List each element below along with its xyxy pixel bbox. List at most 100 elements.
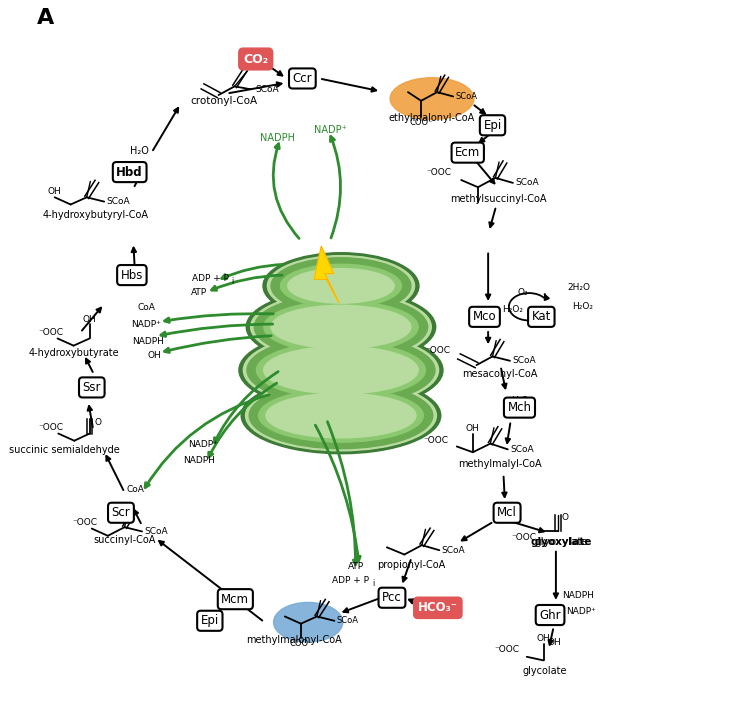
- Ellipse shape: [241, 377, 441, 454]
- Text: NADPH: NADPH: [562, 591, 593, 600]
- Text: Mch: Mch: [507, 401, 532, 414]
- Text: Scr: Scr: [112, 506, 130, 519]
- Text: SCoA: SCoA: [442, 546, 465, 555]
- Text: COO⁻: COO⁻: [409, 118, 433, 127]
- Text: OH: OH: [83, 315, 97, 323]
- Ellipse shape: [244, 333, 439, 407]
- Ellipse shape: [247, 289, 436, 364]
- Text: SCoA: SCoA: [106, 197, 130, 206]
- Text: Ssr: Ssr: [82, 381, 101, 394]
- Text: ADP + P: ADP + P: [192, 274, 229, 283]
- Text: ⁻OOC: ⁻OOC: [38, 423, 63, 432]
- Text: SCoA: SCoA: [455, 92, 477, 101]
- Ellipse shape: [274, 602, 343, 642]
- Text: O₂: O₂: [518, 288, 529, 297]
- Text: NADPH: NADPH: [132, 337, 164, 346]
- Polygon shape: [314, 247, 339, 302]
- Ellipse shape: [249, 382, 433, 449]
- Text: ⁻OOC: ⁻OOC: [495, 645, 520, 654]
- Text: H₂O: H₂O: [510, 396, 528, 405]
- Text: NADP⁺: NADP⁺: [314, 124, 347, 134]
- Ellipse shape: [247, 335, 435, 405]
- Text: Kat: Kat: [532, 310, 551, 323]
- Text: 4-hydroxybutyryl-CoA: 4-hydroxybutyryl-CoA: [42, 210, 149, 221]
- Text: glyoxylate: glyoxylate: [535, 537, 589, 547]
- Text: methylmalonyl-CoA: methylmalonyl-CoA: [246, 636, 342, 645]
- Ellipse shape: [280, 265, 401, 307]
- Text: i: i: [231, 277, 234, 286]
- Ellipse shape: [259, 389, 423, 442]
- Ellipse shape: [263, 253, 419, 319]
- Ellipse shape: [256, 342, 425, 398]
- Text: 4-hydroxybutyrate: 4-hydroxybutyrate: [28, 348, 119, 358]
- Text: COO⁻: COO⁻: [289, 639, 313, 649]
- Ellipse shape: [246, 380, 437, 451]
- Text: Hbs: Hbs: [121, 268, 143, 281]
- Text: glycolate: glycolate: [523, 666, 567, 676]
- Text: mesaconyl-CoA: mesaconyl-CoA: [462, 369, 538, 380]
- Text: Epi: Epi: [201, 615, 219, 628]
- Text: SCoA: SCoA: [510, 445, 534, 454]
- Text: propionyl-CoA: propionyl-CoA: [378, 560, 446, 570]
- Ellipse shape: [268, 256, 415, 316]
- Text: OH: OH: [547, 638, 561, 647]
- Text: Mcl: Mcl: [497, 506, 517, 519]
- Text: HCO₃⁻: HCO₃⁻: [418, 602, 458, 615]
- Text: methylsuccinyl-CoA: methylsuccinyl-CoA: [450, 194, 547, 204]
- Text: A: A: [37, 9, 54, 28]
- Text: methylmalyl-CoA: methylmalyl-CoA: [458, 459, 541, 469]
- Text: succinyl-CoA: succinyl-CoA: [93, 535, 156, 545]
- Text: SCoA: SCoA: [144, 527, 168, 536]
- Text: SCoA: SCoA: [255, 85, 279, 94]
- Text: O: O: [95, 418, 102, 427]
- Text: ⁻OOC: ⁻OOC: [427, 168, 452, 177]
- Ellipse shape: [266, 393, 416, 438]
- Text: crotonyl-CoA: crotonyl-CoA: [191, 95, 258, 106]
- Text: ethylmalonyl-CoA: ethylmalonyl-CoA: [389, 113, 475, 123]
- Text: ⁻OOC: ⁻OOC: [425, 346, 450, 355]
- Text: Ghr: Ghr: [539, 609, 561, 622]
- Text: ADP + P: ADP + P: [332, 576, 369, 585]
- Text: ⁻OOC: ⁻OOC: [511, 534, 536, 542]
- Ellipse shape: [239, 330, 443, 410]
- Ellipse shape: [271, 258, 411, 314]
- Text: H₂O₂: H₂O₂: [572, 301, 593, 311]
- Ellipse shape: [254, 294, 428, 359]
- Text: CoA: CoA: [127, 485, 145, 495]
- Text: NADPH: NADPH: [260, 133, 295, 143]
- Text: OH: OH: [465, 424, 479, 433]
- Text: ⁻OOC: ⁻OOC: [72, 518, 97, 527]
- Ellipse shape: [250, 292, 431, 362]
- Text: i: i: [372, 579, 375, 588]
- Text: SCoA: SCoA: [336, 616, 359, 625]
- Ellipse shape: [264, 301, 418, 353]
- Text: OH: OH: [148, 351, 161, 360]
- Text: succinic semialdehyde: succinic semialdehyde: [10, 445, 120, 455]
- Text: Ecm: Ecm: [455, 146, 480, 159]
- Text: NADP⁺: NADP⁺: [188, 440, 218, 449]
- Ellipse shape: [271, 305, 411, 348]
- Text: O: O: [562, 513, 569, 522]
- Text: OH: OH: [48, 187, 62, 196]
- Text: ATP: ATP: [191, 288, 207, 297]
- Text: 2H₂O: 2H₂O: [568, 283, 590, 292]
- Text: H₂O₂: H₂O₂: [502, 305, 523, 315]
- Text: NADPH: NADPH: [183, 455, 215, 465]
- Text: CO₂: CO₂: [243, 53, 268, 66]
- Text: Ccr: Ccr: [293, 72, 312, 85]
- Text: SCoA: SCoA: [515, 179, 538, 187]
- Text: OH: OH: [537, 634, 550, 643]
- Text: NADP⁺: NADP⁺: [566, 607, 596, 616]
- Text: CoA: CoA: [137, 303, 155, 312]
- Text: NADP⁺: NADP⁺: [130, 320, 161, 328]
- Text: ATP: ATP: [348, 562, 364, 571]
- Text: Epi: Epi: [483, 119, 501, 132]
- Text: Pcc: Pcc: [382, 591, 402, 604]
- Text: Mcm: Mcm: [222, 593, 250, 606]
- Ellipse shape: [264, 346, 418, 394]
- Text: Hbd: Hbd: [116, 166, 143, 179]
- Text: glyoxylate: glyoxylate: [531, 537, 593, 547]
- Ellipse shape: [390, 78, 474, 119]
- Text: SCoA: SCoA: [512, 356, 536, 365]
- Text: ⁻OOC: ⁻OOC: [38, 328, 63, 337]
